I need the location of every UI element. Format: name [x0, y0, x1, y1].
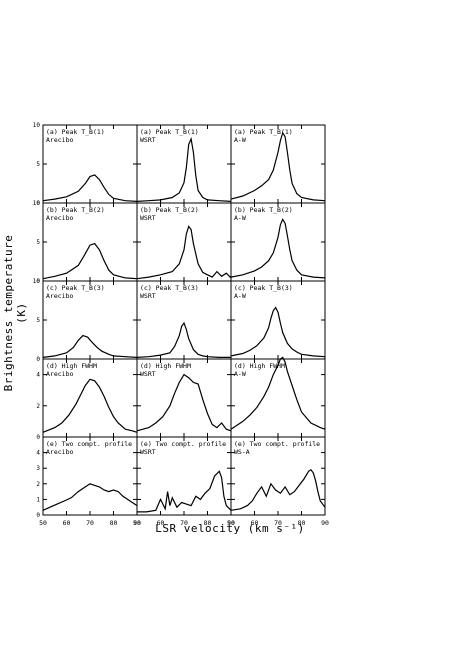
x-tick-label: 70 [274, 519, 282, 527]
spectrum-line-7 [136, 321, 231, 358]
panel-telescope-2: A-W [234, 136, 246, 144]
x-tick-label: 50 [133, 519, 141, 527]
x-tick-label: 70 [180, 519, 188, 527]
y-tick-label: 0 [36, 356, 40, 363]
y-tick-label: 1 [36, 496, 40, 503]
spectrum-line-2 [230, 131, 326, 202]
spectrum-line-4 [136, 225, 232, 280]
panel-label-0: (a) Peak T_B(1) [46, 128, 105, 136]
panel-telescope-5: A-W [234, 214, 246, 222]
panel-label-2: (a) Peak T_B(1) [234, 128, 293, 136]
panel-label-6: (c) Peak T_B(3) [46, 284, 105, 292]
panel-telescope-8: A-W [234, 292, 246, 300]
spectrum-line-14 [230, 468, 326, 511]
panel-label-12: (e) Two compt. profile [46, 440, 132, 448]
x-tick-label: 80 [204, 519, 212, 527]
y-tick-label: 0 [36, 434, 40, 441]
panel-telescope-6: Arecibo [46, 292, 73, 300]
panel-telescope-9: Arecibo [46, 370, 73, 378]
spectrum-line-6 [42, 334, 138, 358]
x-tick-label: 80 [298, 519, 306, 527]
spectrum-line-3 [42, 242, 138, 280]
y-tick-label: 10 [33, 278, 41, 285]
panel-label-4: (b) Peak T_B(2) [140, 206, 199, 214]
panel-label-10: (d) High FWHM [140, 362, 191, 370]
y-tick-label: 0 [36, 278, 40, 285]
panel-label-3: (b) Peak T_B(2) [46, 206, 105, 214]
x-tick-label: 60 [63, 519, 71, 527]
y-tick-label: 2 [36, 481, 40, 488]
x-tick-label: 90 [133, 519, 141, 527]
y-tick-label: 0 [36, 512, 40, 519]
spectrum-line-9 [42, 378, 138, 433]
y-tick-label: 2 [36, 403, 40, 410]
panel-telescope-4: WSRT [140, 214, 156, 222]
x-tick-label: 60 [251, 519, 259, 527]
spectrum-line-8 [230, 306, 326, 358]
y-axis-title: Brightness temperature (K) [2, 234, 28, 392]
y-tick-label: 5 [36, 317, 40, 324]
y-tick-label: 4 [36, 450, 40, 457]
panel-telescope-11: A-W [234, 370, 246, 378]
y-tick-label: 3 [36, 465, 40, 472]
panel-telescope-10: WSRT [140, 370, 156, 378]
panel-label-13: (e) Two compt. profile [140, 440, 226, 448]
x-tick-label: 50 [227, 519, 235, 527]
x-tick-label: 90 [227, 519, 235, 527]
panel-telescope-13: WSRT [140, 448, 156, 456]
panel-telescope-0: Arecibo [46, 136, 73, 144]
x-tick-label: 70 [86, 519, 94, 527]
y-tick-label: 5 [36, 161, 40, 168]
y-tick-label: 10 [33, 200, 41, 207]
panel-telescope-3: Arecibo [46, 214, 73, 222]
panel-label-11: (d) High FWHM [234, 362, 285, 370]
spectrum-line-1 [136, 136, 232, 202]
x-tick-label: 50 [39, 519, 47, 527]
spectrum-line-5 [230, 218, 326, 279]
y-tick-label: 0 [36, 200, 40, 207]
panel-label-8: (c) Peak T_B(3) [234, 284, 293, 292]
y-tick-label: 10 [33, 122, 41, 129]
spectrum-line-10 [136, 373, 232, 432]
panel-telescope-7: WSRT [140, 292, 156, 300]
spectrum-line-13 [137, 470, 232, 513]
panel-label-9: (d) High FWHM [46, 362, 97, 370]
x-tick-label: 80 [110, 519, 118, 527]
panel-label-7: (c) Peak T_B(3) [140, 284, 199, 292]
panel-telescope-1: WSRT [140, 136, 156, 144]
y-tick-label: 4 [36, 372, 40, 379]
spectrum-line-12 [42, 483, 138, 511]
x-tick-label: 60 [157, 519, 165, 527]
spectrum-line-0 [42, 174, 138, 202]
panel-telescope-14: WS-A [234, 448, 250, 456]
x-axis-title: LSR velocity (km s⁻¹) [155, 522, 305, 535]
y-tick-label: 5 [36, 239, 40, 246]
x-tick-label: 90 [321, 519, 329, 527]
panel-telescope-12: Arecibo [46, 448, 73, 456]
panel-label-14: (e) Two compt. profile [234, 440, 320, 448]
spectrum-line-11 [230, 356, 326, 430]
panel-label-5: (b) Peak T_B(2) [234, 206, 293, 214]
panel-label-1: (a) Peak T_B(1) [140, 128, 199, 136]
